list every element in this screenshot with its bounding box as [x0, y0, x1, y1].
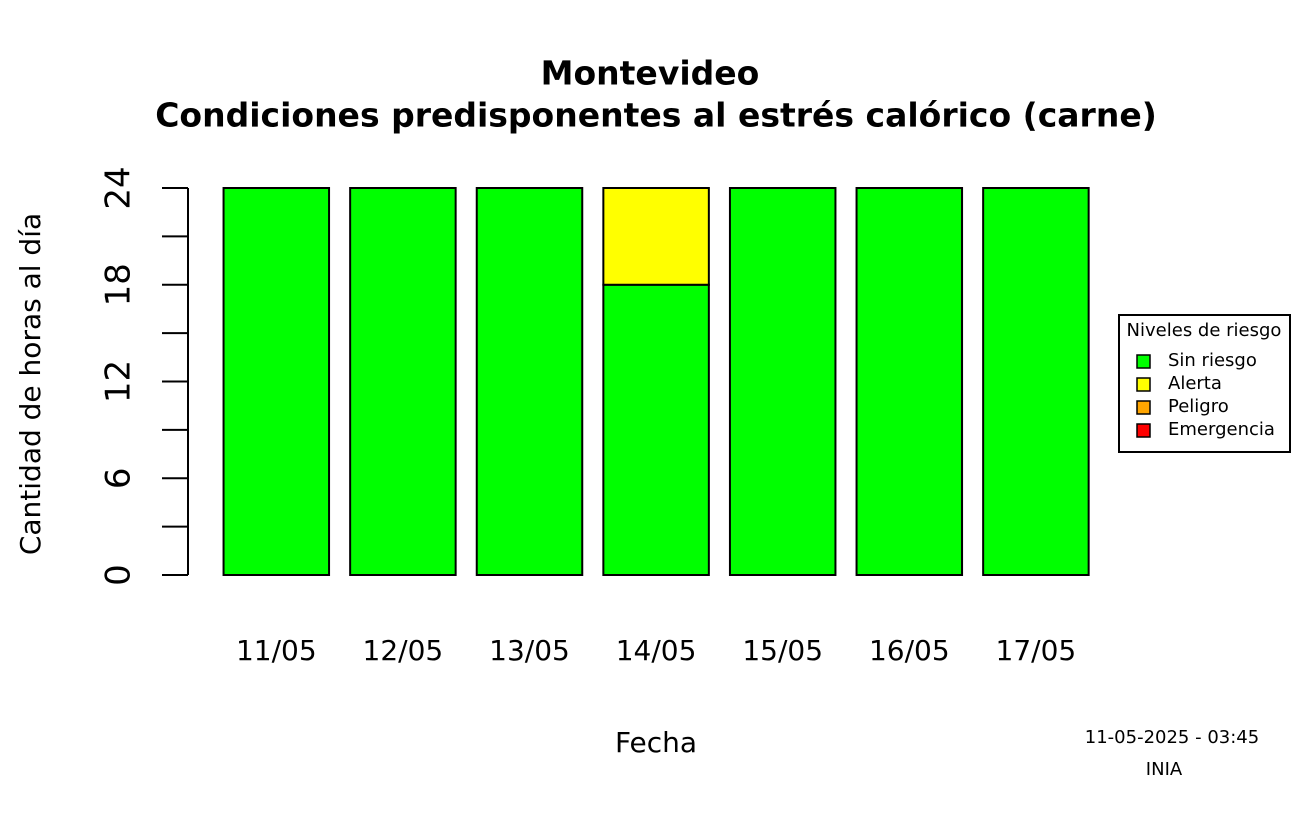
legend-label: Alerta: [1168, 373, 1222, 394]
x-tick-label: 14/05: [616, 634, 697, 667]
bar-segment: [475, 187, 584, 576]
bar-segment: [728, 187, 837, 576]
y-tick-label: 12: [99, 360, 139, 403]
x-axis-label: Fecha: [615, 726, 697, 759]
legend-swatch: [1136, 377, 1151, 392]
timestamp: 11-05-2025 - 03:45: [1085, 727, 1259, 748]
bar-segment: [602, 187, 710, 286]
legend-label: Sin riesgo: [1168, 350, 1257, 371]
bar-segment: [222, 187, 331, 576]
bar-segment: [855, 187, 964, 576]
bar-segment: [982, 187, 1090, 576]
y-tick-label: 6: [99, 467, 139, 489]
x-tick-label: 13/05: [489, 634, 570, 667]
y-axis-label: Cantidad de horas al día: [14, 213, 47, 555]
y-tick-label: 0: [99, 564, 139, 586]
chart-title: Montevideo: [541, 54, 760, 93]
y-tick-label: 24: [99, 166, 139, 209]
y-tick-label: 18: [99, 263, 139, 306]
legend-swatch: [1136, 400, 1151, 415]
bar-segment: [349, 187, 457, 576]
chart-subtitle: Condiciones predisponentes al estrés cal…: [155, 96, 1157, 135]
x-tick-label: 12/05: [363, 634, 444, 667]
legend-swatch: [1136, 423, 1151, 438]
x-tick-label: 16/05: [869, 634, 950, 667]
legend-swatch: [1136, 354, 1151, 369]
source: INIA: [1146, 759, 1183, 780]
x-tick-label: 15/05: [742, 634, 823, 667]
x-tick-label: 17/05: [996, 634, 1077, 667]
legend-label: Peligro: [1168, 396, 1229, 417]
bar-segment: [602, 283, 710, 576]
x-tick-label: 11/05: [236, 634, 317, 667]
legend-title: Niveles de riesgo: [1127, 320, 1282, 341]
legend-label: Emergencia: [1168, 419, 1275, 440]
